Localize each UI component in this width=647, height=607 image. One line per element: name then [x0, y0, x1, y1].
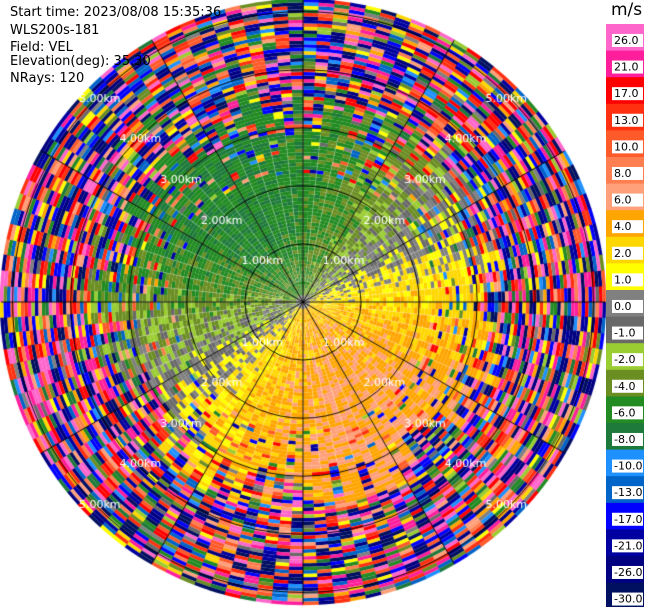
colorbar-tick-label-bg — [612, 140, 643, 154]
colorbar-tick-label: 13.0 — [614, 114, 639, 127]
colorbar-unit-label: m/s — [611, 0, 643, 20]
colorbar-tick-label: -26.0 — [614, 566, 642, 579]
velocity-colorbar: 26.0 21.0 17.0 13.0 10.0 8.0 6.0 4.0 2.0 1.0 0.0 -1… — [606, 24, 644, 607]
colorbar-tick-label: 21.0 — [614, 61, 639, 74]
colorbar-tick-label-bg — [612, 193, 643, 207]
colorbar-tick-label-bg — [612, 326, 643, 340]
colorbar-tick-label: -30.0 — [614, 593, 642, 606]
colorbar-tick-label-bg — [612, 432, 643, 446]
field-label: Field: VEL — [10, 40, 73, 55]
colorbar-tick-label: 10.0 — [614, 140, 639, 153]
colorbar-tick-label: -8.0 — [614, 433, 635, 446]
colorbar-tick-label-bg — [612, 60, 643, 74]
colorbar-tick-label-bg — [612, 87, 643, 101]
colorbar-tick-label: 2.0 — [614, 247, 632, 260]
colorbar-tick-label: 6.0 — [614, 194, 632, 207]
colorbar-tick-label-bg — [612, 246, 643, 260]
colorbar-tick-label: -10.0 — [614, 460, 642, 473]
colorbar-tick-label-bg — [612, 512, 643, 526]
colorbar-tick-label-bg — [612, 565, 643, 579]
colorbar-tick-label-bg — [612, 592, 643, 606]
colorbar-tick-label-bg — [612, 166, 643, 180]
colorbar-tick-label: -13.0 — [614, 486, 642, 499]
colorbar-tick-label-bg — [612, 353, 643, 367]
colorbar-tick-label-bg — [612, 113, 643, 127]
start-time-label: Start time: 2023/08/08 15:35:36 — [10, 5, 222, 20]
colorbar-tick-label: -2.0 — [614, 353, 635, 366]
elevation-label: Elevation(deg): 35.30 — [10, 54, 151, 69]
instrument-label: WLS200s-181 — [10, 23, 100, 38]
colorbar-tick-label: 0.0 — [614, 300, 632, 313]
colorbar-tick-label: -4.0 — [614, 380, 635, 393]
colorbar-tick-label: -21.0 — [614, 539, 642, 552]
colorbar-tick-label-bg — [612, 220, 643, 234]
colorbar-tick-label: 26.0 — [614, 34, 639, 47]
colorbar-tick-label: 8.0 — [614, 167, 632, 180]
colorbar-tick-label: 4.0 — [614, 220, 632, 233]
colorbar-tick-label-bg — [612, 539, 643, 553]
colorbar-tick-label-bg — [612, 406, 643, 420]
colorbar-tick-label-bg — [612, 379, 643, 393]
colorbar-tick-label: 17.0 — [614, 87, 639, 100]
colorbar-tick-label-bg — [612, 33, 643, 47]
colorbar-tick-label: -17.0 — [614, 513, 642, 526]
colorbar-tick-label-bg — [612, 299, 643, 313]
colorbar-tick-label-bg — [612, 459, 643, 473]
colorbar-tick-label-bg — [612, 486, 643, 500]
colorbar-tick-label: -6.0 — [614, 406, 635, 419]
nrays-label: NRays: 120 — [10, 71, 85, 86]
colorbar-tick-label: -1.0 — [614, 327, 635, 340]
colorbar-tick-label: 1.0 — [614, 273, 632, 286]
colorbar-tick-label-bg — [612, 273, 643, 287]
